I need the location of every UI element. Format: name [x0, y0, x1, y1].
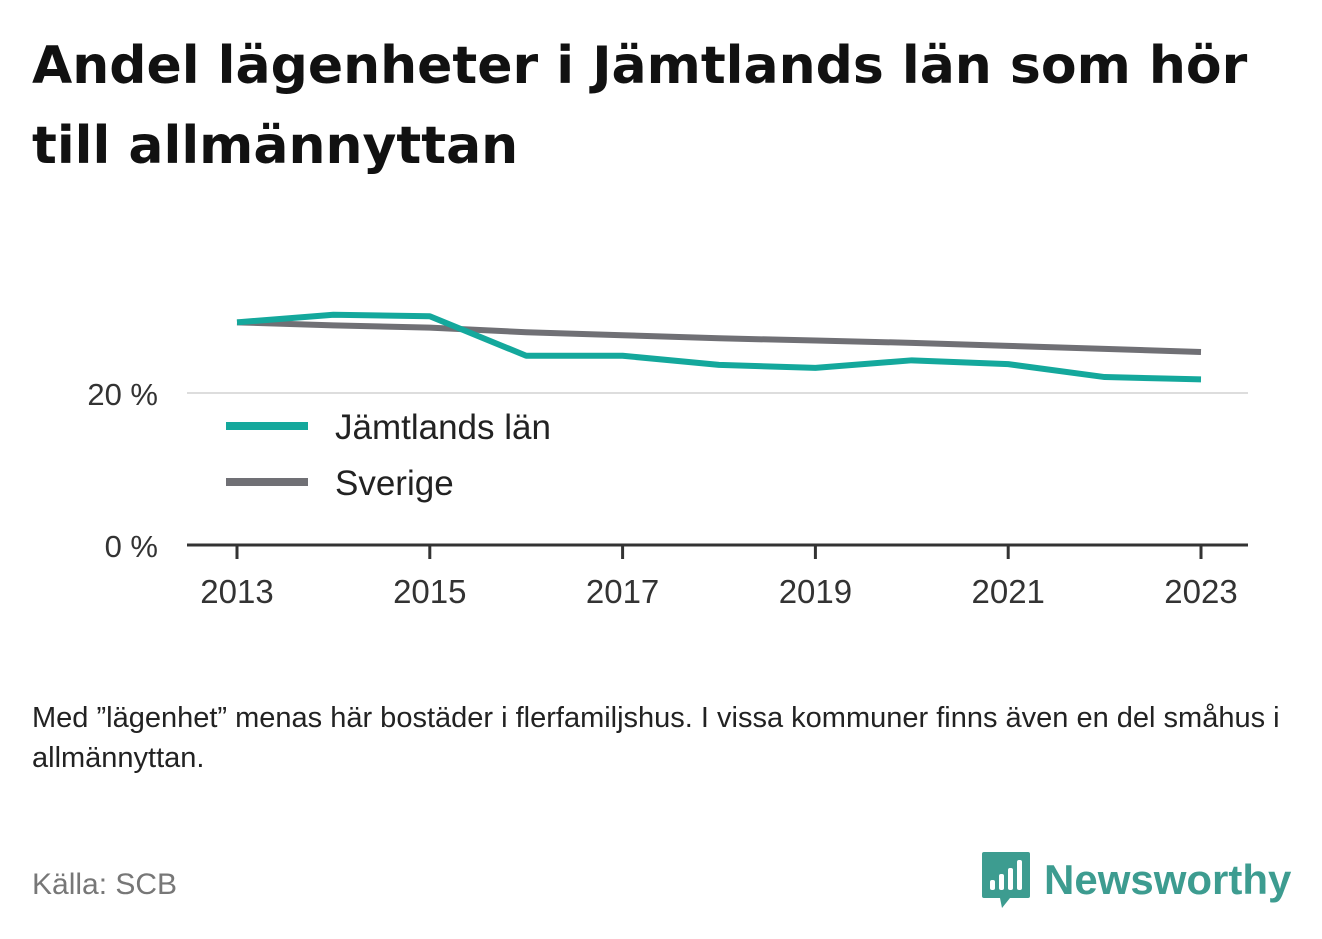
x-tick-label: 2015 — [393, 573, 466, 610]
y-tick-label: 0 % — [105, 529, 158, 564]
source-credit: Källa: SCB — [32, 868, 178, 901]
y-axis-ticks: 0 % 20 % — [87, 377, 158, 564]
line-chart: 0 % 20 % 2013 2015 2017 2019 2021 2023 Jämtlan… — [87, 311, 1248, 610]
series-lines — [236, 311, 1202, 383]
x-axis: 2013 2015 2017 2019 2021 2023 — [187, 543, 1248, 610]
chart-note: Med ”lägenhet” menas här bostäder i fler… — [32, 702, 1280, 774]
x-tick-label: 2023 — [1164, 573, 1237, 610]
legend-background — [215, 397, 595, 517]
series-line-jämtlands-län — [236, 311, 1202, 383]
x-tick-label: 2013 — [200, 573, 273, 610]
newsworthy-chart-bubble-icon — [982, 852, 1030, 908]
legend-label: Jämtlands län — [335, 408, 551, 447]
brand-name: Newsworthy — [1044, 856, 1292, 903]
brand-logo: Newsworthy — [980, 848, 1291, 912]
x-tick-label: 2019 — [779, 573, 852, 610]
x-tick-label: 2021 — [971, 573, 1044, 610]
y-tick-label: 20 % — [87, 377, 158, 412]
legend: Jämtlands län Sverige — [215, 397, 595, 517]
chart-title: Andel lägenheter i Jämtlands län som hör… — [32, 36, 1248, 176]
x-tick-label: 2017 — [586, 573, 659, 610]
series-line-sverige — [236, 319, 1202, 355]
legend-label: Sverige — [335, 464, 454, 503]
